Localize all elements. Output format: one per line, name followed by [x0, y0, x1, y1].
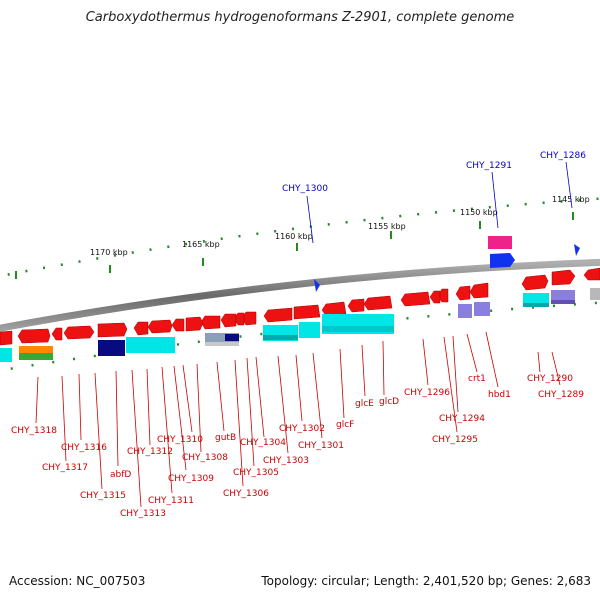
- cyan-bar: [299, 322, 320, 338]
- genome-summary: Topology: circular; Length: 2,401,520 bp…: [261, 574, 591, 588]
- gene-arrow: [17, 328, 51, 344]
- gene-label-hbd1[interactable]: hbd1: [488, 390, 511, 400]
- gene-label-chy1309[interactable]: CHY_1309: [168, 474, 214, 484]
- gene-arrows: [0, 267, 600, 346]
- tick-label-1170: 1170 kbp: [90, 248, 128, 257]
- gray-bar: [205, 333, 239, 343]
- gene-label-abfd[interactable]: abfD: [110, 470, 131, 480]
- major-ticks: [15, 212, 574, 279]
- gene-arrow: [429, 290, 441, 304]
- cyan-bar-shadow: [523, 303, 549, 307]
- map-title: Carboxydothermus hydrogenoformans Z-2901…: [85, 10, 515, 25]
- gene-label-chy1312[interactable]: CHY_1312: [127, 447, 173, 457]
- gene-label-chy1300[interactable]: CHY_1300: [282, 184, 328, 194]
- gene-arrow: [97, 322, 128, 338]
- gene-arrow: [185, 316, 204, 332]
- gene-label-gutb[interactable]: gutB: [215, 433, 236, 443]
- gene-label-chy1295[interactable]: CHY_1295: [432, 435, 478, 445]
- gene-label-chy1291[interactable]: CHY_1291: [466, 161, 512, 171]
- purple-bar: [458, 304, 472, 318]
- cyan-bar-shadow: [322, 326, 394, 332]
- gene-arrow: [521, 274, 549, 291]
- gene-label-chy1311[interactable]: CHY_1311: [148, 496, 194, 506]
- purple-bar-shadow: [551, 300, 575, 304]
- gene-label-chy1294[interactable]: CHY_1294: [439, 414, 485, 424]
- green-bar: [19, 353, 53, 360]
- gene-arrow: [583, 267, 600, 281]
- gene-arrow: [293, 304, 321, 320]
- cyan-bar: [0, 348, 12, 362]
- gene-label-chy1306[interactable]: CHY_1306: [223, 489, 269, 499]
- gene-label-glcd[interactable]: glcD: [379, 397, 399, 407]
- cyan-bar: [126, 337, 175, 353]
- gene-label-chy1303[interactable]: CHY_1303: [263, 456, 309, 466]
- gray-bar: [590, 288, 600, 300]
- blue-feature: [490, 253, 515, 268]
- gene-arrow: [133, 321, 149, 336]
- navy-bar: [225, 334, 239, 341]
- gene-arrow: [63, 325, 95, 340]
- gene-label-chy1315[interactable]: CHY_1315: [80, 491, 126, 501]
- gene-arrow: [263, 307, 293, 323]
- gene-label-chy1301[interactable]: CHY_1301: [298, 441, 344, 451]
- tick-label-1155: 1155 kbp: [368, 222, 406, 231]
- feature-bars: [0, 288, 600, 362]
- gene-label-chy1289[interactable]: CHY_1289: [538, 390, 584, 400]
- gene-label-chy1310[interactable]: CHY_1310: [157, 435, 203, 445]
- gene-arrow: [171, 318, 185, 332]
- orange-bar: [19, 346, 53, 353]
- gene-label-glce[interactable]: glcE: [355, 399, 374, 409]
- tick-label-1150: 1150 kbp: [460, 208, 498, 217]
- gene-arrow: [321, 301, 347, 317]
- purple-bar: [474, 302, 490, 316]
- gene-label-chy1305[interactable]: CHY_1305: [233, 468, 279, 478]
- gene-arrow: [0, 330, 13, 346]
- magenta-feature: [488, 236, 512, 249]
- gene-label-chy1302[interactable]: CHY_1302: [279, 424, 325, 434]
- gene-arrow: [347, 298, 365, 313]
- gene-arrow: [363, 295, 393, 311]
- blue-marker-right: [574, 244, 580, 256]
- gene-arrow: [400, 291, 431, 307]
- gene-label-chy1304[interactable]: CHY_1304: [240, 438, 286, 448]
- blue-marker-left: [314, 279, 320, 292]
- tick-label-1160: 1160 kbp: [275, 232, 313, 241]
- gene-label-chy1286[interactable]: CHY_1286: [540, 151, 586, 161]
- gene-arrow: [51, 327, 63, 341]
- gene-label-chy1317[interactable]: CHY_1317: [42, 463, 88, 473]
- genome-backbone: [0, 258, 600, 332]
- accession-text: Accession: NC_007503: [9, 574, 146, 588]
- cyan-bar-shadow: [263, 335, 298, 340]
- gene-label-chy1313[interactable]: CHY_1313: [120, 509, 166, 519]
- gene-arrow: [200, 315, 221, 330]
- gene-label-chy1290[interactable]: CHY_1290: [527, 374, 573, 384]
- navy-bar: [98, 340, 125, 356]
- gene-label-chy1296[interactable]: CHY_1296: [404, 388, 450, 398]
- gene-arrow: [551, 269, 576, 286]
- gene-label-glcf[interactable]: glcF: [336, 420, 354, 430]
- gene-arrow: [147, 319, 173, 334]
- gene-arrow: [220, 313, 237, 328]
- gray-bar: [205, 342, 239, 346]
- gene-label-chy1316[interactable]: CHY_1316: [61, 443, 107, 453]
- gene-label-chy1318[interactable]: CHY_1318: [11, 426, 57, 436]
- tick-label-1165: 1165 kbp: [182, 240, 220, 249]
- gene-arrow: [455, 285, 471, 301]
- gene-arrow: [469, 282, 489, 299]
- gene-label-crt1[interactable]: crt1: [468, 374, 486, 384]
- gene-label-chy1308[interactable]: CHY_1308: [182, 453, 228, 463]
